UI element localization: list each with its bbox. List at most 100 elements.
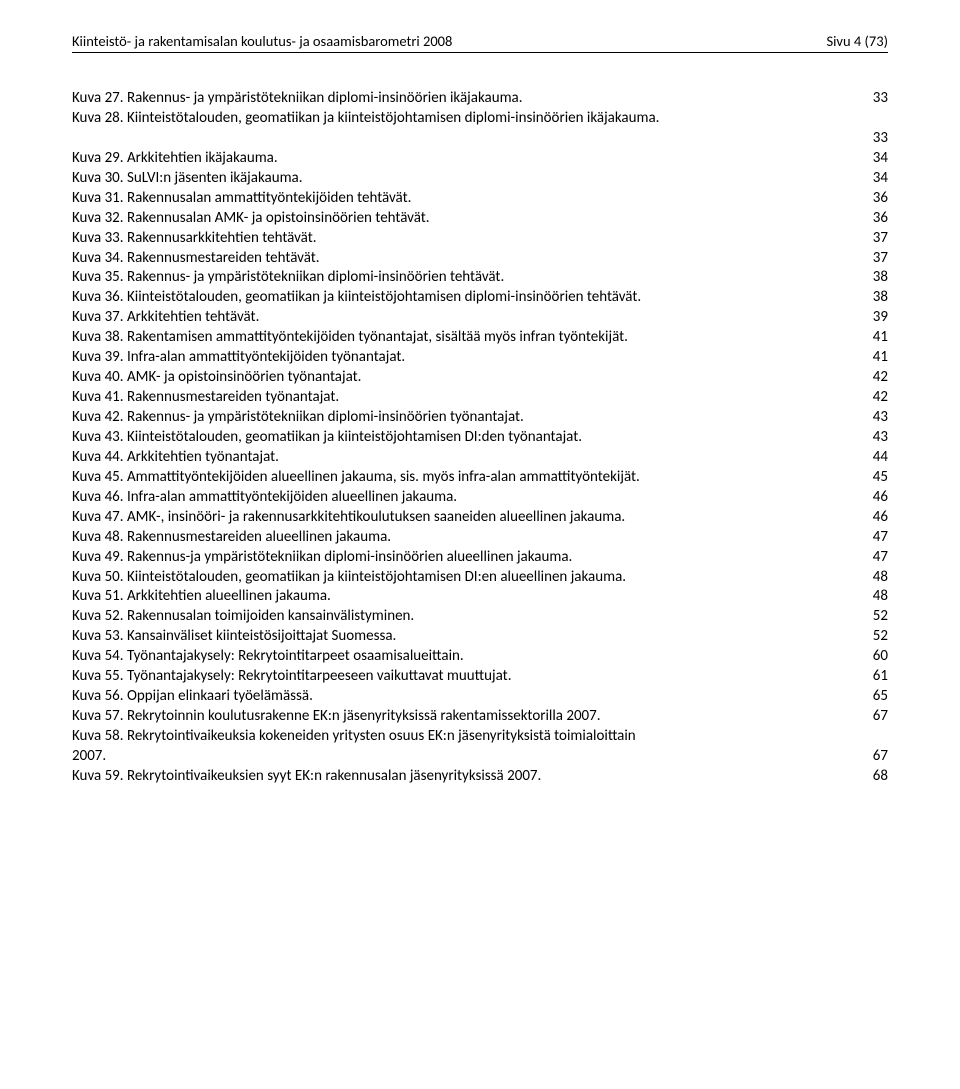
header-divider (72, 52, 888, 53)
toc-entry-page: 67 (873, 707, 888, 727)
toc-entry-label: Kuva 30. SuLVI:n jäsenten ikäjakauma. (72, 169, 303, 189)
toc-entry-label: Kuva 49. Rakennus-ja ympäristötekniikan … (72, 548, 572, 568)
toc-entry-page: 61 (873, 667, 888, 687)
toc-entry: Kuva 58. Rekrytointivaikeuksia kokeneide… (72, 727, 888, 767)
header-right: Sivu 4 (73) (826, 32, 888, 50)
document-page: Kiinteistö- ja rakentamisalan koulutus- … (0, 0, 960, 1089)
toc-entry-label: Kuva 43. Kiinteistötalouden, geomatiikan… (72, 428, 582, 448)
toc-entry: Kuva 49. Rakennus-ja ympäristötekniikan … (72, 548, 888, 568)
toc-entry: Kuva 27. Rakennus- ja ympäristötekniikan… (72, 89, 888, 109)
toc-entry-label: Kuva 52. Rakennusalan toimijoiden kansai… (72, 607, 414, 627)
toc-entry-label: Kuva 28. Kiinteistötalouden, geomatiikan… (72, 109, 888, 129)
toc-entry: Kuva 50. Kiinteistötalouden, geomatiikan… (72, 568, 888, 588)
toc-entry: Kuva 53. Kansainväliset kiinteistösijoit… (72, 627, 888, 647)
toc-entry-label: Kuva 31. Rakennusalan ammattityöntekijöi… (72, 189, 411, 209)
header-left: Kiinteistö- ja rakentamisalan koulutus- … (72, 32, 452, 50)
toc-entry: Kuva 32. Rakennusalan AMK- ja opistoinsi… (72, 209, 888, 229)
toc-entry-label: Kuva 57. Rekrytoinnin koulutusrakenne EK… (72, 707, 601, 727)
toc-entry-label: Kuva 59. Rekrytointivaikeuksien syyt EK:… (72, 767, 541, 787)
toc-entry-page: 47 (873, 548, 888, 568)
toc-entry-label: Kuva 50. Kiinteistötalouden, geomatiikan… (72, 568, 626, 588)
toc-entry-page: 44 (873, 448, 888, 468)
toc-entry-page: 36 (873, 209, 888, 229)
toc-entry-label: Kuva 37. Arkkitehtien tehtävät. (72, 308, 259, 328)
toc-entry-label: Kuva 36. Kiinteistötalouden, geomatiikan… (72, 288, 641, 308)
toc-entry-page: 47 (873, 528, 888, 548)
toc-entry: Kuva 56. Oppijan elinkaari työelämässä. 6… (72, 687, 888, 707)
toc-entry-page: 43 (873, 428, 888, 448)
toc-entry-page: 46 (873, 488, 888, 508)
toc-entry-label: Kuva 35. Rakennus- ja ympäristötekniikan… (72, 268, 504, 288)
toc-entry-page: 43 (873, 408, 888, 428)
toc-entry-label: Kuva 39. Infra-alan ammattityöntekijöide… (72, 348, 405, 368)
toc-entry-label: Kuva 53. Kansainväliset kiinteistösijoit… (72, 627, 396, 647)
toc-entry-lastline: 33 (72, 129, 888, 149)
toc-entry-label: Kuva 55. Työnantajakysely: Rekrytointita… (72, 667, 512, 687)
toc-entry: Kuva 44. Arkkitehtien työnantajat. 44 (72, 448, 888, 468)
toc-entry: Kuva 31. Rakennusalan ammattityöntekijöi… (72, 189, 888, 209)
toc-entry-page: 52 (873, 627, 888, 647)
toc-entry-label: Kuva 32. Rakennusalan AMK- ja opistoinsi… (72, 209, 430, 229)
toc-entry-label: Kuva 58. Rekrytointivaikeuksia kokeneide… (72, 727, 888, 747)
toc-entry-page: 48 (873, 587, 888, 607)
toc-entry-label: Kuva 56. Oppijan elinkaari työelämässä. (72, 687, 313, 707)
toc-entry: Kuva 54. Työnantajakysely: Rekrytointita… (72, 647, 888, 667)
toc-entry-page: 41 (873, 348, 888, 368)
toc-entry: Kuva 47. AMK-, insinööri- ja rakennusark… (72, 508, 888, 528)
toc-entry-page: 39 (873, 308, 888, 328)
toc-entry-page: 45 (873, 468, 888, 488)
toc-entry: Kuva 33. Rakennusarkkitehtien tehtävät. 3… (72, 229, 888, 249)
toc-entry: Kuva 48. Rakennusmestareiden alueellinen… (72, 528, 888, 548)
toc-entry-page: 34 (873, 169, 888, 189)
toc-entry-label: Kuva 41. Rakennusmestareiden työnantajat… (72, 388, 339, 408)
toc-entry-page: 52 (873, 607, 888, 627)
toc-entry: Kuva 51. Arkkitehtien alueellinen jakaum… (72, 587, 888, 607)
toc-entry: Kuva 57. Rekrytoinnin koulutusrakenne EK… (72, 707, 888, 727)
toc-entry-page: 48 (873, 568, 888, 588)
toc-entry: Kuva 52. Rakennusalan toimijoiden kansai… (72, 607, 888, 627)
toc-entry-page: 67 (873, 747, 888, 767)
toc-entry-label: Kuva 48. Rakennusmestareiden alueellinen… (72, 528, 391, 548)
toc-entry-page: 33 (873, 89, 888, 109)
toc-entry-page: 38 (873, 268, 888, 288)
toc-entry-page: 36 (873, 189, 888, 209)
toc-entry: Kuva 40. AMK- ja opistoinsinöörien työna… (72, 368, 888, 388)
toc-entry-page: 65 (873, 687, 888, 707)
toc-entry-label: Kuva 51. Arkkitehtien alueellinen jakaum… (72, 587, 331, 607)
toc-entry: Kuva 28. Kiinteistötalouden, geomatiikan… (72, 109, 888, 149)
toc-entry: Kuva 39. Infra-alan ammattityöntekijöide… (72, 348, 888, 368)
toc-entry-page: 37 (873, 229, 888, 249)
toc-entry: Kuva 59. Rekrytointivaikeuksien syyt EK:… (72, 767, 888, 787)
toc-entry-label: Kuva 46. Infra-alan ammattityöntekijöide… (72, 488, 457, 508)
toc-entry-label: Kuva 54. Työnantajakysely: Rekrytointita… (72, 647, 464, 667)
table-of-figures: Kuva 27. Rakennus- ja ympäristötekniikan… (72, 89, 888, 787)
toc-entry: Kuva 34. Rakennusmestareiden tehtävät. 37 (72, 249, 888, 269)
toc-entry: Kuva 46. Infra-alan ammattityöntekijöide… (72, 488, 888, 508)
toc-entry-page: 68 (873, 767, 888, 787)
toc-entry: Kuva 30. SuLVI:n jäsenten ikäjakauma. 34 (72, 169, 888, 189)
toc-entry-page: 41 (873, 328, 888, 348)
toc-entry: Kuva 29. Arkkitehtien ikäjakauma.34 (72, 149, 888, 169)
toc-entry-page: 42 (873, 368, 888, 388)
toc-entry-label: Kuva 44. Arkkitehtien työnantajat. (72, 448, 279, 468)
toc-entry-page: 42 (873, 388, 888, 408)
toc-entry-page: 60 (873, 647, 888, 667)
toc-entry-label: Kuva 45. Ammattityöntekijöiden alueellin… (72, 468, 640, 488)
toc-entry: Kuva 38. Rakentamisen ammattityöntekijöi… (72, 328, 888, 348)
toc-entry-label: Kuva 33. Rakennusarkkitehtien tehtävät. (72, 229, 317, 249)
toc-entry: Kuva 45. Ammattityöntekijöiden alueellin… (72, 468, 888, 488)
toc-entry-label: Kuva 42. Rakennus- ja ympäristötekniikan… (72, 408, 524, 428)
toc-entry-page: 46 (873, 508, 888, 528)
toc-entry-page: 34 (873, 149, 888, 169)
toc-entry: Kuva 35. Rakennus- ja ympäristötekniikan… (72, 268, 888, 288)
toc-entry-page: 33 (873, 129, 888, 149)
page-header: Kiinteistö- ja rakentamisalan koulutus- … (72, 32, 888, 50)
toc-entry: Kuva 41. Rakennusmestareiden työnantajat… (72, 388, 888, 408)
toc-entry-label: Kuva 34. Rakennusmestareiden tehtävät. (72, 249, 320, 269)
toc-entry-label: Kuva 40. AMK- ja opistoinsinöörien työna… (72, 368, 361, 388)
toc-entry: Kuva 55. Työnantajakysely: Rekrytointita… (72, 667, 888, 687)
toc-entry-page: 37 (873, 249, 888, 269)
toc-entry: Kuva 36. Kiinteistötalouden, geomatiikan… (72, 288, 888, 308)
toc-entry: Kuva 42. Rakennus- ja ympäristötekniikan… (72, 408, 888, 428)
toc-entry-label: Kuva 27. Rakennus- ja ympäristötekniikan… (72, 89, 523, 109)
